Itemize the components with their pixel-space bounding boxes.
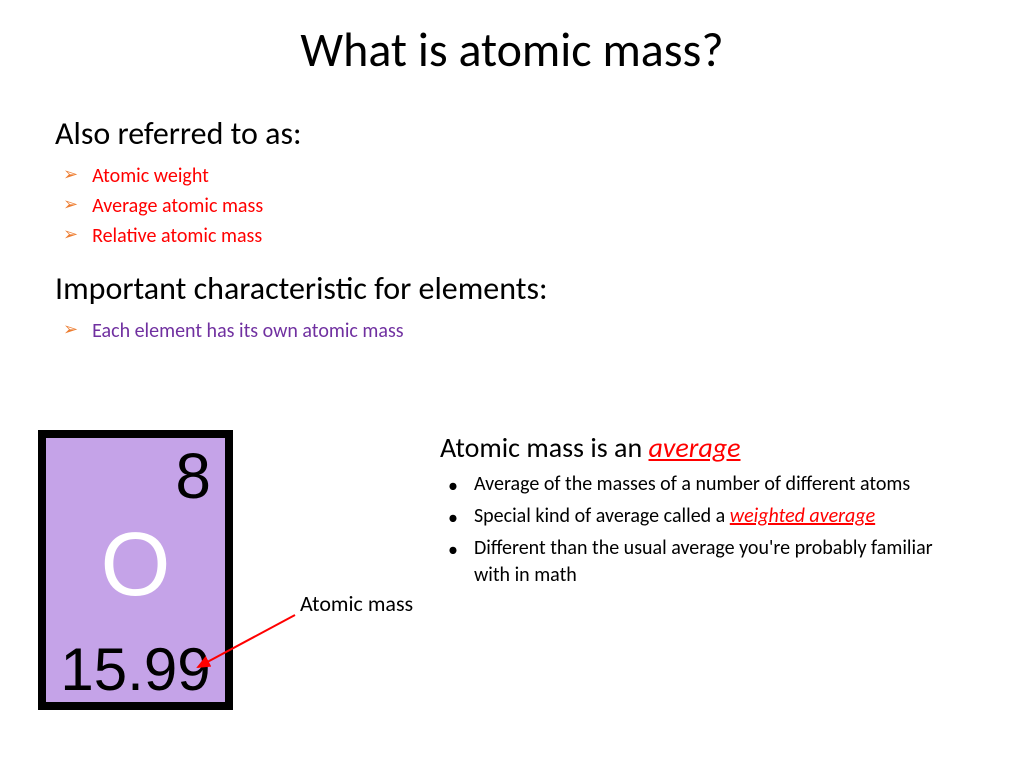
element-container: 8 O 15.99 Atomic mass: [0, 430, 440, 710]
chevron-icon: ➢: [63, 221, 78, 248]
bullet-icon: •: [448, 537, 458, 564]
list-text: Average of the masses of a number of dif…: [474, 471, 910, 498]
list-item: • Special kind of average called a weigh…: [448, 503, 960, 532]
atomic-mass-value: 15.99: [46, 640, 225, 700]
bullet-icon: •: [448, 505, 458, 532]
slide-title: What is atomic mass?: [0, 0, 1024, 79]
arrow-label: Atomic mass: [300, 590, 413, 617]
bullet-icon: •: [448, 473, 458, 500]
heading-prefix: Atomic mass is an: [440, 430, 649, 465]
chevron-icon: ➢: [63, 191, 78, 218]
periodic-element-tile: 8 O 15.99: [38, 430, 233, 710]
chevron-icon: ➢: [63, 161, 78, 188]
element-symbol: O: [46, 520, 225, 610]
average-section: Atomic mass is an average • Average of t…: [440, 430, 990, 710]
list-item: • Different than the usual average you'r…: [448, 535, 960, 589]
average-heading: Atomic mass is an average: [440, 430, 960, 465]
list-text: Relative atomic mass: [92, 221, 262, 251]
atomic-number: 8: [175, 444, 211, 508]
list-text: Different than the usual average you're …: [474, 535, 960, 589]
list-item: • Average of the masses of a number of d…: [448, 471, 960, 500]
section2-list: ➢ Each element has its own atomic mass: [55, 316, 969, 346]
list-item: ➢ Average atomic mass: [63, 191, 969, 221]
emphasis-text: weighted average: [730, 504, 875, 528]
heading-emphasis: average: [649, 430, 741, 465]
list-item: ➢ Each element has its own atomic mass: [63, 316, 969, 346]
list-text: Each element has its own atomic mass: [92, 316, 404, 346]
section2-heading: Important characteristic for elements:: [55, 269, 969, 308]
average-list: • Average of the masses of a number of d…: [440, 471, 960, 589]
chevron-icon: ➢: [63, 316, 78, 343]
list-text: Atomic weight: [92, 161, 209, 191]
list-text: Average atomic mass: [92, 191, 263, 221]
section1-heading: Also referred to as:: [55, 114, 969, 153]
list-text: Special kind of average called a weighte…: [474, 503, 875, 530]
lower-section: 8 O 15.99 Atomic mass Atomic mass is an …: [0, 430, 1024, 710]
content-area: Also referred to as: ➢ Atomic weight ➢ A…: [0, 79, 1024, 346]
section1-list: ➢ Atomic weight ➢ Average atomic mass ➢ …: [55, 161, 969, 251]
list-item: ➢ Relative atomic mass: [63, 221, 969, 251]
list-item: ➢ Atomic weight: [63, 161, 969, 191]
